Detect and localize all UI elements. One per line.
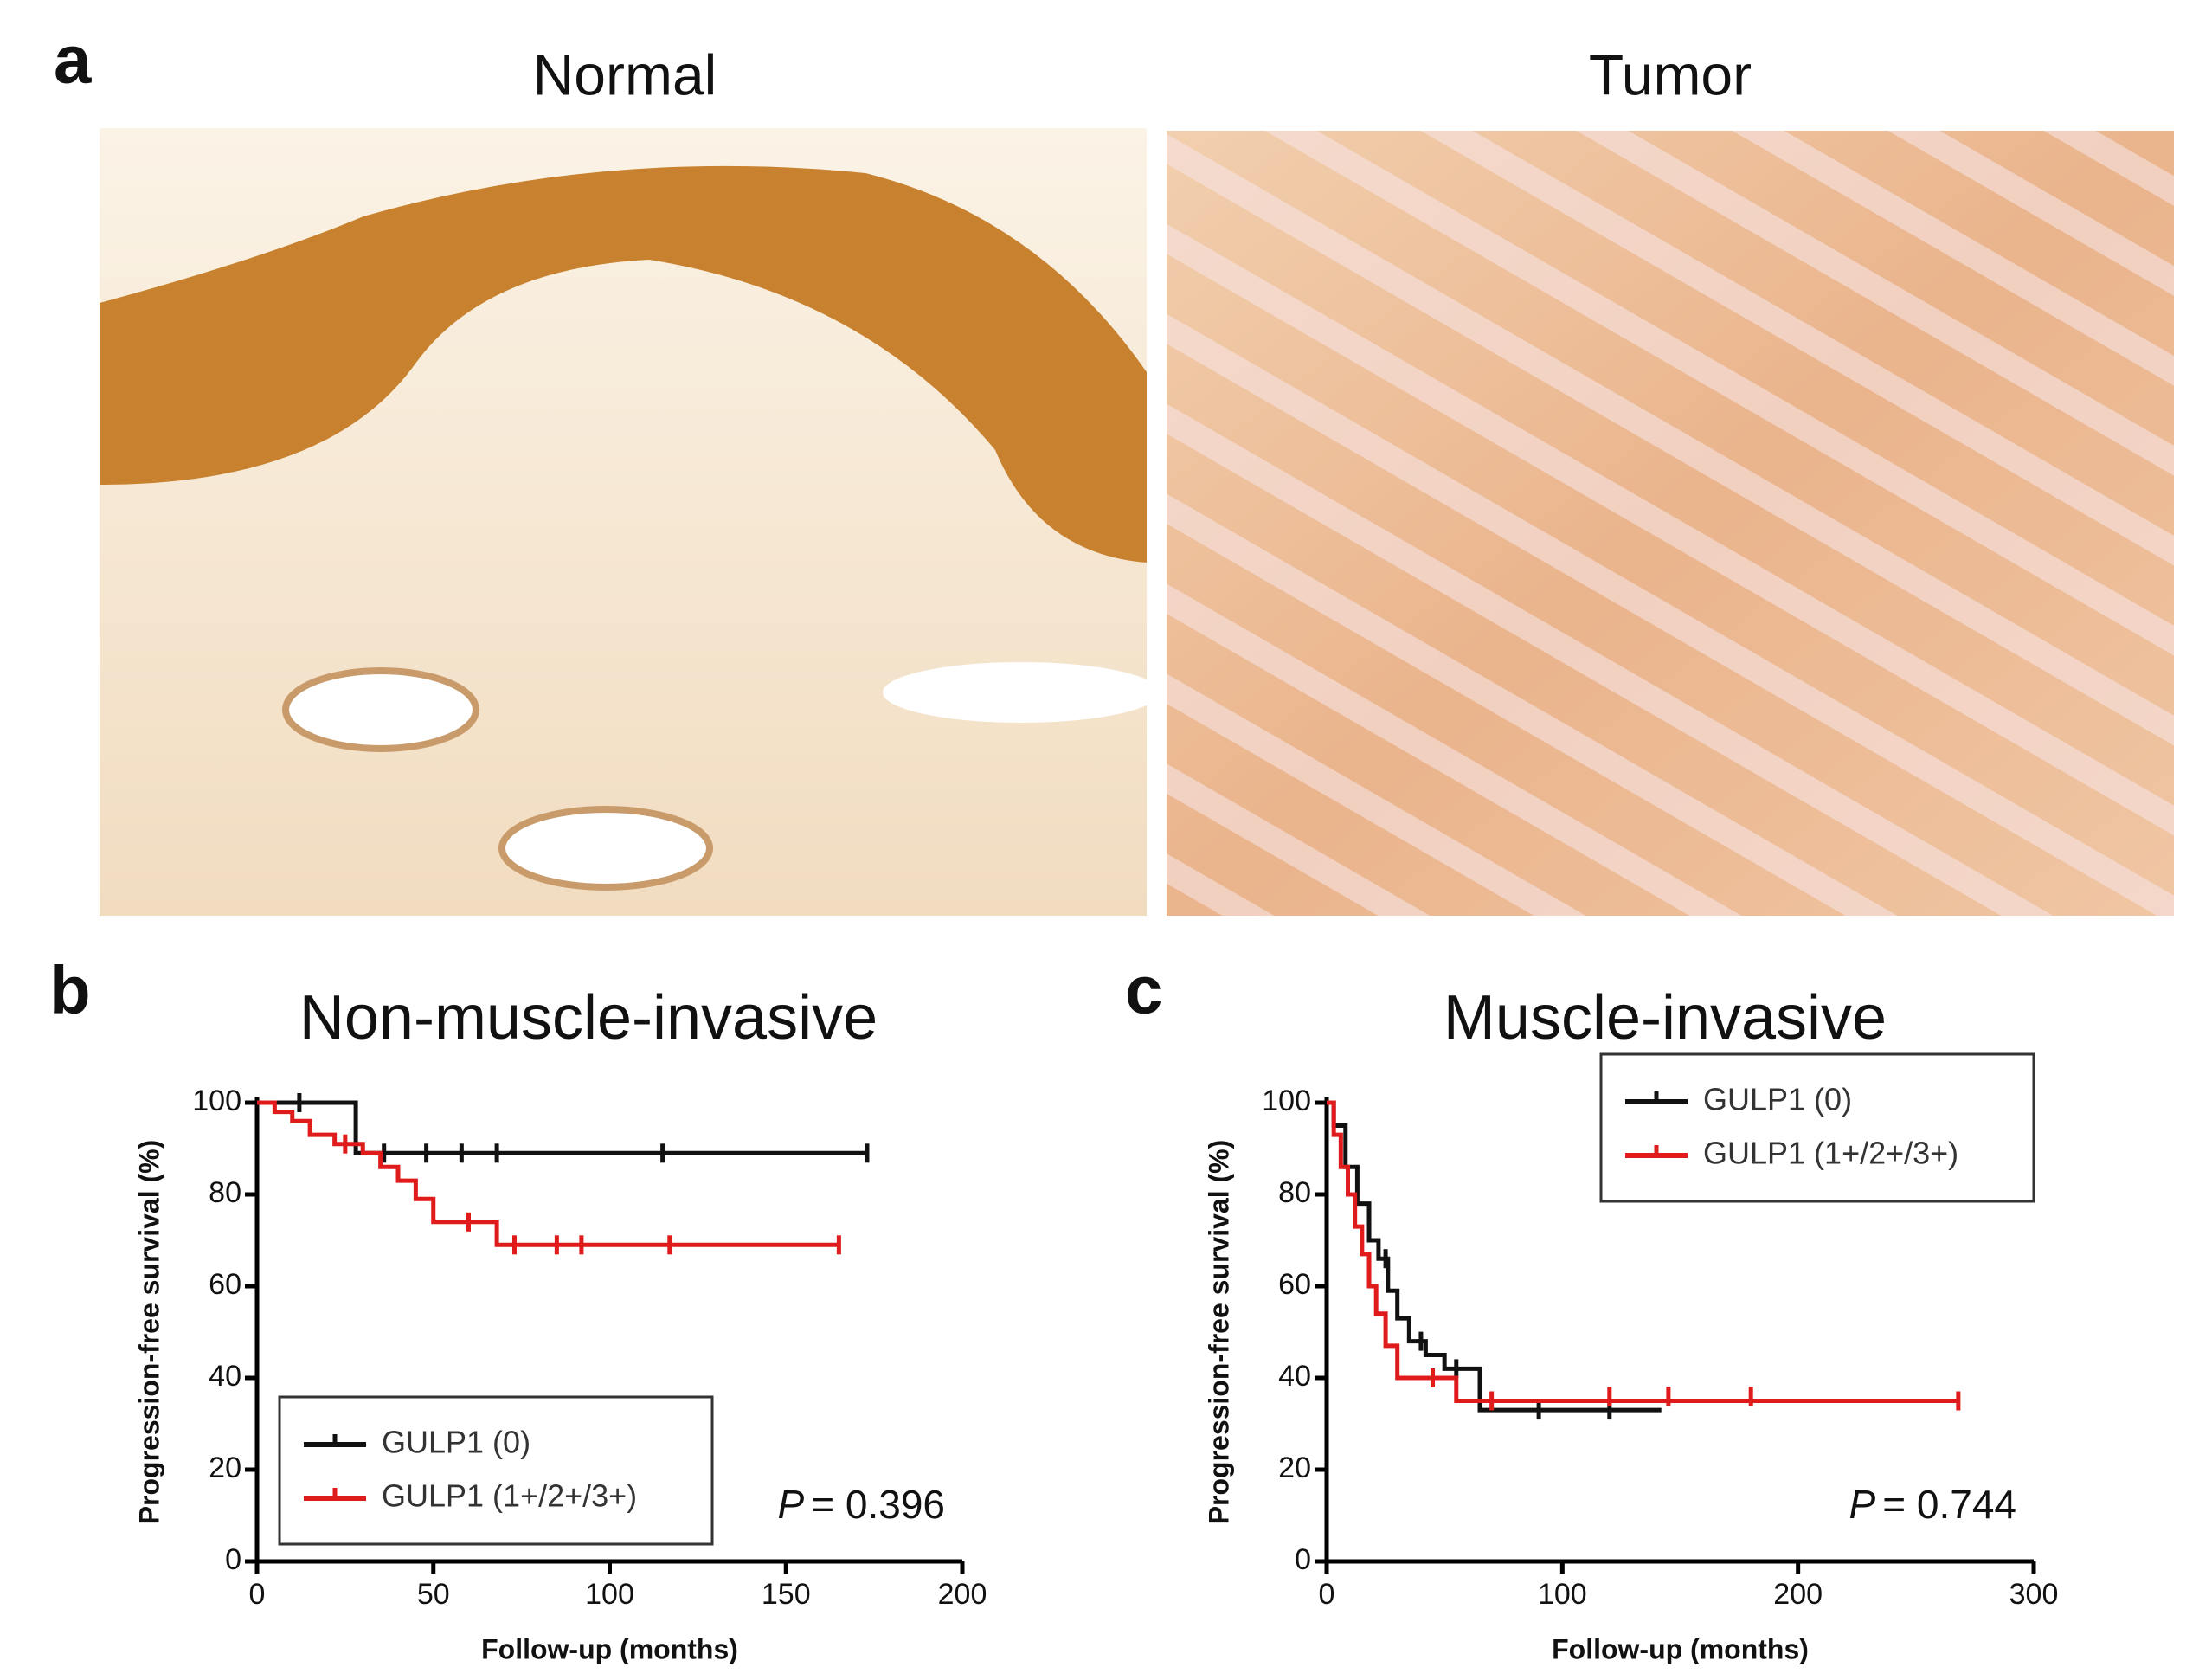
p-value: P = 0.744 xyxy=(1849,1482,2016,1527)
x-axis-label: Follow-up (months) xyxy=(481,1633,738,1664)
survival-curve xyxy=(257,1100,839,1247)
y-tick-label: 20 xyxy=(209,1451,241,1484)
normal-image xyxy=(100,128,1160,916)
y-axis-label: Progression-free survival (%) xyxy=(1203,1140,1234,1525)
p-value-text: = 0.396 xyxy=(811,1482,945,1527)
y-tick-label: 100 xyxy=(192,1085,241,1117)
x-axis-label: Follow-up (months) xyxy=(1552,1633,1809,1664)
y-tick-label: 60 xyxy=(1278,1268,1311,1301)
panel-label: a xyxy=(54,22,92,98)
chart-title: Muscle-invasive xyxy=(1443,983,1887,1052)
y-tick-label: 20 xyxy=(1278,1451,1311,1484)
x-tick-label: 0 xyxy=(1319,1578,1335,1611)
tumor-image xyxy=(1167,131,2174,916)
p-symbol: P xyxy=(778,1482,805,1527)
y-tick-label: 40 xyxy=(209,1360,241,1393)
panel-label: b xyxy=(49,952,91,1028)
legend-label: GULP1 (0) xyxy=(1703,1082,1852,1117)
x-tick-label: 100 xyxy=(1538,1578,1587,1611)
y-tick-label: 80 xyxy=(209,1176,241,1209)
survival-curve xyxy=(257,1100,867,1155)
survival-curve xyxy=(1327,1100,1662,1413)
p-value: P = 0.396 xyxy=(778,1482,945,1527)
p-symbol: P xyxy=(1849,1482,1876,1527)
y-tick-label: 80 xyxy=(1278,1176,1311,1209)
y-tick-label: 40 xyxy=(1278,1360,1311,1393)
p-value-text: = 0.744 xyxy=(1882,1482,2016,1527)
panel-label: c xyxy=(1125,952,1162,1028)
x-tick-label: 200 xyxy=(1773,1578,1823,1611)
y-tick-label: 0 xyxy=(1295,1543,1311,1576)
image-title: Normal xyxy=(533,42,717,106)
x-tick-label: 150 xyxy=(762,1578,811,1611)
y-tick-label: 100 xyxy=(1262,1085,1311,1117)
x-tick-label: 200 xyxy=(938,1578,987,1611)
legend-label: GULP1 (1+/2+/3+) xyxy=(382,1478,637,1514)
x-tick-label: 0 xyxy=(249,1578,266,1611)
image-title: Tumor xyxy=(1589,42,1752,106)
legend-box xyxy=(1599,1052,2035,1203)
x-tick-label: 100 xyxy=(585,1578,634,1611)
y-tick-label: 0 xyxy=(225,1543,241,1576)
y-axis-label: Progression-free survival (%) xyxy=(133,1140,164,1525)
chart-title: Non-muscle-invasive xyxy=(299,983,878,1052)
survival-curve xyxy=(1327,1100,1958,1403)
legend-label: GULP1 (1+/2+/3+) xyxy=(1703,1136,1958,1171)
x-tick-label: 300 xyxy=(2009,1578,2059,1611)
x-tick-label: 50 xyxy=(417,1578,450,1611)
legend-label: GULP1 (0) xyxy=(382,1425,530,1460)
y-tick-label: 60 xyxy=(209,1268,241,1301)
legend-box xyxy=(278,1395,714,1546)
